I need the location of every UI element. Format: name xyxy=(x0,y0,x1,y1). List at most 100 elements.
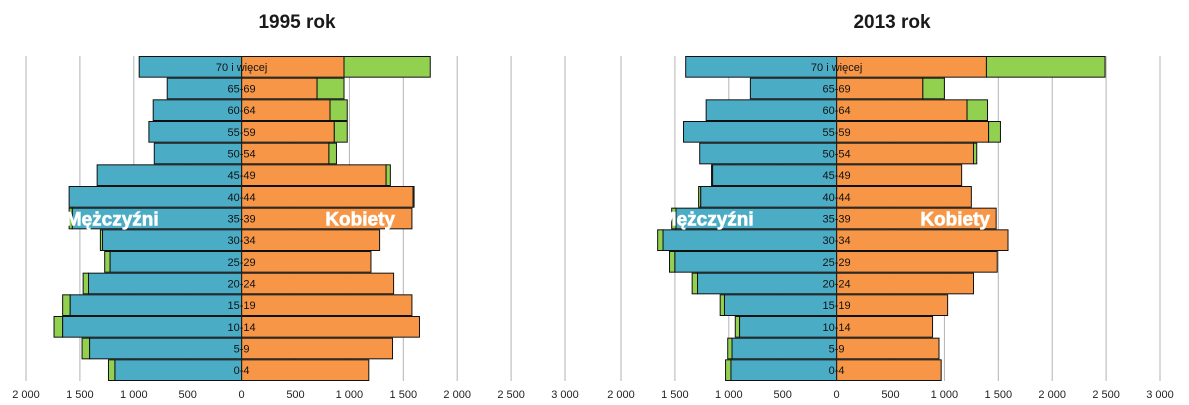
category-label: 25-29 xyxy=(228,257,256,269)
category-label: 70 i więcej xyxy=(216,62,267,74)
category-label: 15-19 xyxy=(228,300,256,312)
female-bar xyxy=(836,359,942,382)
male-surplus-bar xyxy=(107,359,116,382)
male-surplus-bar xyxy=(81,337,91,360)
male-bar xyxy=(88,272,243,295)
x-tick-label: 1 500 xyxy=(985,389,1013,401)
chart-title: 1995 rok xyxy=(258,12,336,33)
female-surplus-bar xyxy=(328,142,337,165)
annotation-women: Kobiety xyxy=(325,210,395,231)
male-bar xyxy=(700,186,838,208)
male-surplus-bar xyxy=(53,316,64,338)
x-tick-label: 0 xyxy=(834,389,840,401)
chart-panel-2013: 2013 rok 2 000 1 500 1 000 500 0 500 1 000 1 50… xyxy=(595,0,1189,405)
category-label: 0-4 xyxy=(234,365,250,377)
category-label: 60-64 xyxy=(228,105,256,117)
female-bar xyxy=(241,359,370,382)
male-bar xyxy=(69,294,243,317)
female-surplus-bar xyxy=(385,164,391,186)
female-surplus-bar xyxy=(333,121,348,143)
annotation-men: Mężczyźni xyxy=(66,210,159,231)
male-surplus-bar xyxy=(727,337,733,360)
category-label: 15-19 xyxy=(823,300,851,312)
female-bar xyxy=(836,164,963,186)
female-bar xyxy=(836,99,968,122)
category-label: 40-44 xyxy=(228,192,256,204)
category-label: 35-39 xyxy=(228,214,256,226)
female-surplus-bar xyxy=(329,99,348,122)
category-label: 5-9 xyxy=(234,344,250,356)
female-bar xyxy=(836,121,990,143)
female-bar xyxy=(241,272,395,295)
x-tick-label: 1 500 xyxy=(390,389,418,401)
x-tick-label: 2 000 xyxy=(12,389,40,401)
x-tick-label: 2 500 xyxy=(1092,389,1120,401)
male-surplus-bar xyxy=(657,229,664,251)
category-label: 40-44 xyxy=(823,192,851,204)
male-bar xyxy=(68,186,243,208)
category-label: 70 i więcej xyxy=(811,62,862,74)
female-bar xyxy=(836,142,975,165)
female-surplus-bar xyxy=(973,142,978,165)
category-label: 20-24 xyxy=(823,279,851,291)
male-surplus-bar xyxy=(104,251,111,273)
female-surplus-bar xyxy=(922,77,945,100)
category-label: 35-39 xyxy=(823,214,851,226)
male-bar xyxy=(697,272,838,295)
category-label: 30-34 xyxy=(823,235,851,247)
female-surplus-bar xyxy=(988,121,1001,143)
female-bar xyxy=(836,272,975,295)
x-tick-label: 1 500 xyxy=(66,389,94,401)
x-tick-label: 3 000 xyxy=(551,389,579,401)
x-tick-label: 2 000 xyxy=(1038,389,1066,401)
x-tick-label: 500 xyxy=(774,389,792,401)
category-label: 5-9 xyxy=(829,344,845,356)
female-surplus-bar xyxy=(343,56,431,78)
female-bar xyxy=(836,251,998,273)
category-label: 50-54 xyxy=(823,149,851,161)
male-bar xyxy=(699,142,838,165)
female-bar xyxy=(241,316,420,338)
category-label: 25-29 xyxy=(823,257,851,269)
annotation-men: Mężczyźni xyxy=(661,210,754,231)
male-bar xyxy=(683,121,838,143)
x-tick-label: 1 000 xyxy=(931,389,959,401)
category-label: 55-59 xyxy=(823,127,851,139)
male-surplus-bar xyxy=(725,359,732,382)
category-label: 30-34 xyxy=(228,235,256,247)
male-surplus-bar xyxy=(691,272,699,295)
female-bar xyxy=(836,337,940,360)
pyramid-chart-2013: 2 000 1 500 1 000 500 0 500 1 000 1 500 2 000 2 5… xyxy=(607,56,1174,401)
category-label: 65-69 xyxy=(228,84,256,96)
male-bar xyxy=(662,229,838,251)
male-surplus-bar xyxy=(669,251,676,273)
category-label: 45-49 xyxy=(228,170,256,182)
pyramid-chart-1995: 2 000 1 500 1 000 500 0 500 1 000 1 500 2 000 2 5… xyxy=(12,56,579,401)
female-surplus-bar xyxy=(412,186,415,208)
x-tick-label: 2 500 xyxy=(497,389,525,401)
female-surplus-bar xyxy=(316,77,345,100)
x-tick-label: 500 xyxy=(286,389,304,401)
category-label: 20-24 xyxy=(228,279,256,291)
category-label: 65-69 xyxy=(823,84,851,96)
female-bar xyxy=(836,294,949,317)
category-label: 60-64 xyxy=(823,105,851,117)
x-tick-label: 500 xyxy=(881,389,899,401)
male-surplus-bar xyxy=(734,316,741,338)
chart-panel-1995: 1995 rok 2 000 1 500 1 000 500 0 500 1 000 1 50… xyxy=(0,0,594,405)
male-bar xyxy=(114,359,243,382)
female-bar xyxy=(241,229,381,251)
female-bar xyxy=(241,186,414,208)
category-label: 45-49 xyxy=(823,170,851,182)
annotation-women: Kobiety xyxy=(920,210,990,231)
female-bar xyxy=(836,186,972,208)
x-tick-label: 0 xyxy=(239,389,245,401)
male-bar xyxy=(674,251,838,273)
male-bar xyxy=(730,359,838,382)
male-bar xyxy=(89,337,243,360)
x-tick-label: 1 000 xyxy=(715,389,743,401)
male-surplus-bar xyxy=(82,272,90,295)
female-surplus-bar xyxy=(966,99,989,122)
female-bar xyxy=(836,316,934,338)
category-label: 0-4 xyxy=(829,365,845,377)
